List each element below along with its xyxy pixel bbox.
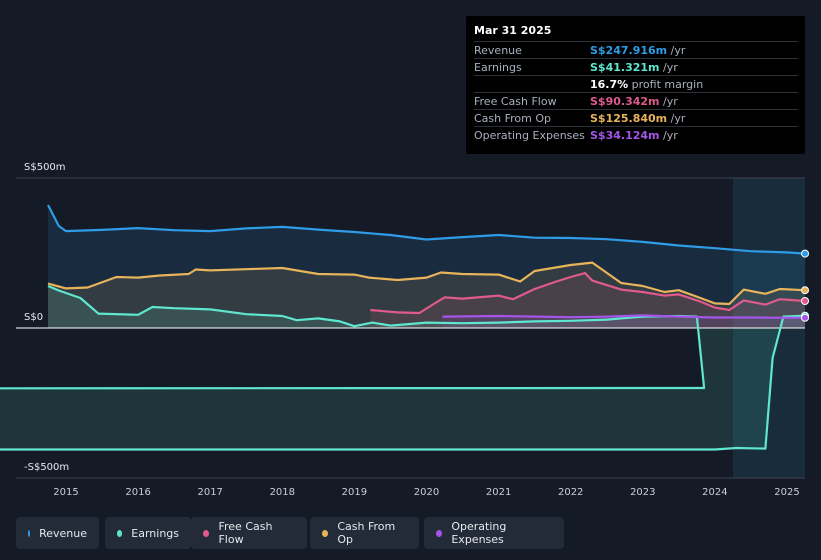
earnings-area [0,286,805,450]
x-tick-label: 2022 [558,487,583,498]
legend-operating-expenses[interactable]: Operating Expenses [424,517,564,549]
free-cash-flow-line [370,272,806,315]
legend-dot-icon [117,529,123,537]
tooltip-row: 16.7% profit margin [474,75,798,93]
tooltip-label: Earnings [474,61,522,74]
legend-label: Earnings [131,526,179,540]
tooltip-unit: /yr [667,112,686,125]
legend-label: Revenue [39,526,87,540]
tooltip-unit: /yr [659,61,678,74]
legend-earnings[interactable]: Earnings [105,517,191,549]
x-tick-label: 2025 [774,487,799,498]
cash-from-op-endpoint [801,286,810,295]
tooltip-value: S$34.124m /yr [590,129,678,142]
legend-free-cash-flow[interactable]: Free Cash Flow [191,517,307,549]
x-tick-label: 2023 [630,487,655,498]
x-tick-label: 2017 [197,487,222,498]
tooltip-unit: profit margin [628,78,704,91]
legend-label: Free Cash Flow [218,520,273,546]
x-tick-label: 2018 [270,487,295,498]
tooltip-row: Free Cash Flow S$90.342m /yr [474,92,798,110]
revenue-area [48,205,805,328]
legend-dot-icon [436,529,443,537]
earnings-line [0,284,806,451]
tooltip-label: Revenue [474,44,522,57]
x-tick-label: 2021 [486,487,511,498]
tooltip-value: S$247.916m /yr [590,44,686,57]
cash-from-op-area [48,262,805,328]
tooltip-value: 16.7% profit margin [590,78,704,91]
operating-expenses-line [442,314,805,319]
cash-from-op-line [47,261,806,306]
tooltip-row: Operating Expenses S$34.124m /yr [474,126,798,144]
tooltip: Mar 31 2025 Revenue S$247.916m /yr Earning… [466,16,805,154]
tooltip-label: Free Cash Flow [474,95,557,108]
tooltip-value: S$90.342m /yr [590,95,678,108]
x-tick-label: 2020 [414,487,439,498]
tooltip-row: Cash From Op S$125.840m /yr [474,109,798,127]
legend-label: Operating Expenses [451,520,507,546]
x-tick-label: 2019 [342,487,367,498]
legend-revenue[interactable]: Revenue [16,517,99,549]
tooltip-unit: /yr [667,44,686,57]
x-tick-label: 2016 [125,487,150,498]
tooltip-row: Earnings S$41.321m /yr [474,58,798,76]
tooltip-unit: /yr [659,95,678,108]
legend-dot-icon [203,529,210,537]
legend-dot-icon [28,529,31,537]
revenue-line [47,204,806,255]
free-cash-flow-endpoint [801,297,810,305]
tooltip-label: Cash From Op [474,112,552,125]
tooltip-label: Operating Expenses [474,129,585,142]
x-tick-label: 2024 [702,487,727,498]
tooltip-unit: /yr [659,129,678,142]
y-label-zero: S$0 [24,312,43,323]
tooltip-date: Mar 31 2025 [474,24,552,37]
operating-expenses-endpoint [801,313,810,322]
x-tick-label: 2015 [53,487,78,498]
tooltip-value: S$125.840m /yr [590,112,686,125]
legend-label: Cash From Op [337,520,396,546]
y-label-bottom: -S$500m [24,462,69,473]
tooltip-value: S$41.321m /yr [590,61,678,74]
free-cash-flow-area [370,273,805,328]
legend-dot-icon [322,529,329,537]
tooltip-row: Revenue S$247.916m /yr [474,41,798,59]
revenue-endpoint [801,249,810,258]
legend-cash-from-op[interactable]: Cash From Op [310,517,419,549]
y-label-top: S$500m [24,162,66,173]
